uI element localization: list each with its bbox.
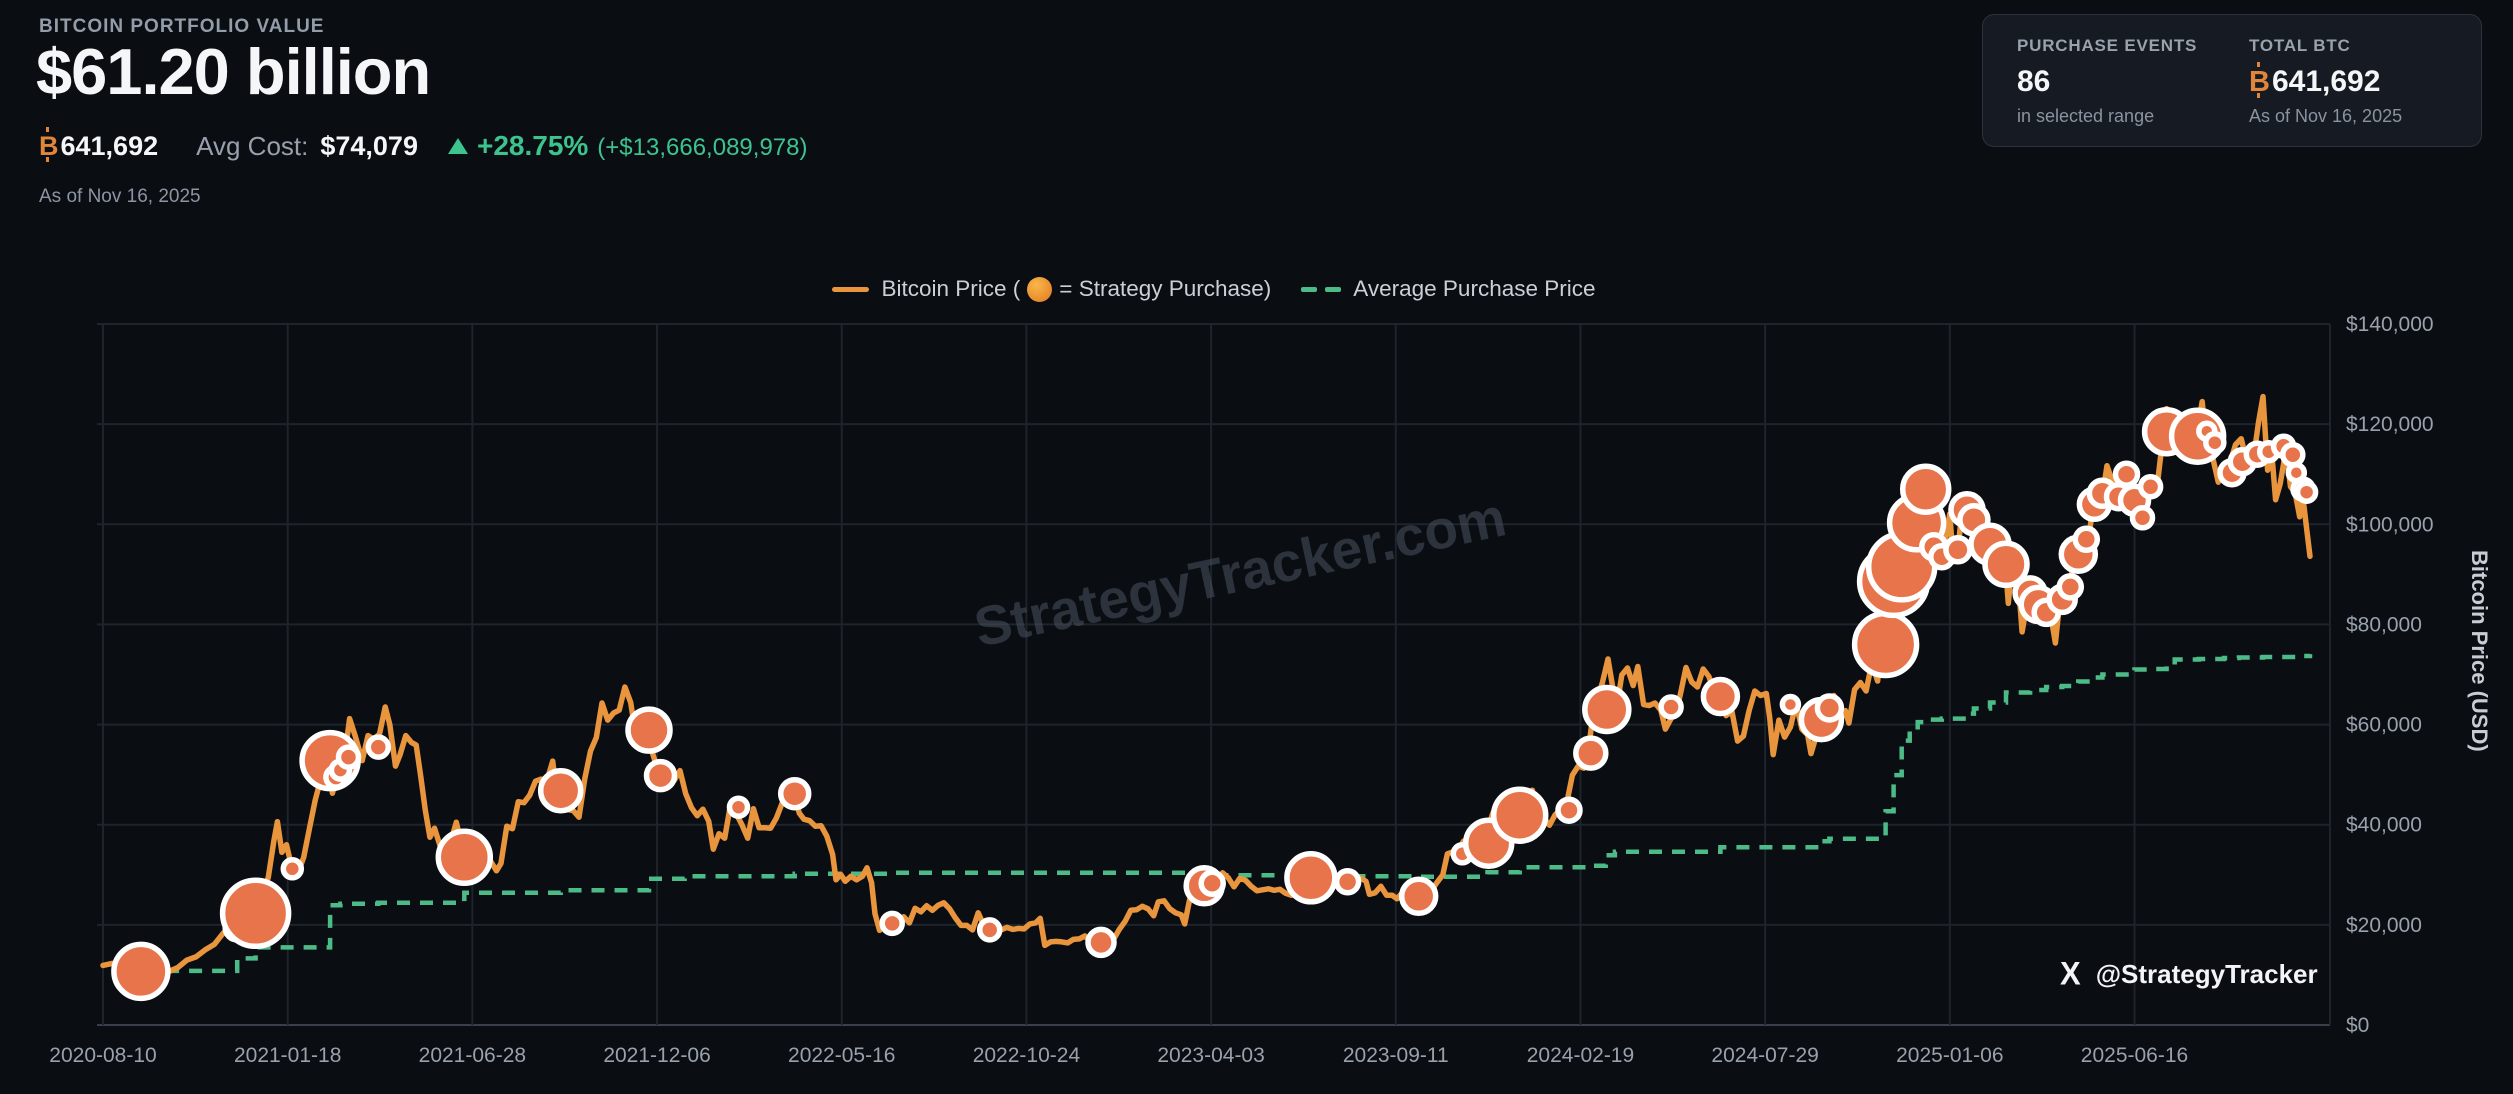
purchase-events-block: PURCHASE EVENTS 86 in selected range bbox=[2017, 36, 2249, 146]
chart-legend: Bitcoin Price ( = Strategy Purchase) Ave… bbox=[97, 276, 2330, 302]
x-tick-label: 2021-06-28 bbox=[419, 1044, 526, 1067]
strategy-purchase-marker[interactable] bbox=[2112, 460, 2141, 488]
y-tick-label: $140,000 bbox=[2346, 313, 2434, 336]
strategy-purchase-marker[interactable] bbox=[1490, 786, 1549, 844]
strategy-purchase-marker[interactable] bbox=[1398, 876, 1439, 917]
btc-icon: B bbox=[2249, 66, 2270, 98]
strategy-purchase-marker[interactable] bbox=[2280, 441, 2306, 468]
y-tick-label: $40,000 bbox=[2346, 814, 2422, 837]
btc-icon: B bbox=[39, 127, 59, 162]
triangle-up-icon bbox=[447, 138, 468, 154]
gain-absolute: (+$13,666,089,978) bbox=[597, 134, 808, 161]
strategy-purchase-marker[interactable] bbox=[111, 941, 171, 1002]
strategy-purchase-marker[interactable] bbox=[1943, 535, 1973, 565]
strategy-purchase-marker[interactable] bbox=[365, 734, 392, 760]
y-tick-label: $20,000 bbox=[2346, 914, 2422, 937]
strategy-purchase-marker[interactable] bbox=[1899, 463, 1952, 515]
x-tick-label: 2022-05-16 bbox=[788, 1044, 895, 1067]
strategy-purchase-marker[interactable] bbox=[2072, 525, 2101, 554]
strategy-purchase-marker[interactable] bbox=[1700, 676, 1741, 717]
x-tick-label: 2021-01-18 bbox=[234, 1044, 341, 1067]
strategy-purchase-marker[interactable] bbox=[1333, 868, 1362, 896]
total-btc-sub: As of Nov 16, 2025 bbox=[2249, 106, 2403, 126]
strategy-purchase-marker[interactable] bbox=[2129, 505, 2156, 531]
strategy-purchase-marker[interactable] bbox=[1582, 684, 1632, 735]
y-tick-label: $60,000 bbox=[2346, 714, 2422, 737]
strategy-purchase-marker[interactable] bbox=[2203, 430, 2227, 455]
social-handle[interactable]: X @StrategyTracker bbox=[2060, 955, 2318, 992]
social-handle-name: @StrategyTracker bbox=[2095, 958, 2318, 989]
strategy-purchase-marker[interactable] bbox=[1284, 851, 1338, 905]
x-twitter-icon: X bbox=[2060, 955, 2081, 992]
strategy-purchase-marker[interactable] bbox=[1573, 735, 1609, 771]
strategy-purchase-marker[interactable] bbox=[435, 828, 494, 887]
strategy-purchase-marker[interactable] bbox=[879, 910, 905, 937]
strategy-purchase-marker[interactable] bbox=[280, 857, 305, 881]
strategy-purchase-marker[interactable] bbox=[335, 744, 362, 770]
y-axis-title: Bitcoin Price (USD) bbox=[2467, 550, 2492, 752]
total-btc-label: TOTAL BTC bbox=[2249, 36, 2351, 55]
strategy-purchase-marker[interactable] bbox=[1085, 926, 1117, 959]
portfolio-stats-row: B 641,692 Avg Cost: $74,079 +28.75% (+$1… bbox=[39, 127, 808, 162]
y-tick-label: $120,000 bbox=[2346, 413, 2434, 436]
y-tick-label: $0 bbox=[2346, 1014, 2369, 1037]
strategy-purchase-marker[interactable] bbox=[976, 917, 1003, 943]
gain-percent: +28.75% bbox=[476, 130, 589, 161]
x-tick-label: 2023-04-03 bbox=[1157, 1044, 1264, 1067]
x-tick-label: 2024-07-29 bbox=[1711, 1044, 1818, 1067]
strategy-purchase-marker[interactable] bbox=[625, 706, 673, 754]
strategy-purchase-marker[interactable] bbox=[1658, 694, 1684, 720]
x-tick-label: 2025-01-06 bbox=[1896, 1044, 2003, 1067]
as-of-date: As of Nov 16, 2025 bbox=[39, 186, 201, 207]
btc-amount: 641,692 bbox=[60, 131, 159, 161]
purchase-circle-icon bbox=[1027, 276, 1053, 302]
portfolio-value: $61.20 billion bbox=[36, 35, 431, 108]
strategy-purchase-marker[interactable] bbox=[2056, 573, 2085, 601]
strategy-purchase-marker[interactable] bbox=[537, 767, 584, 814]
strategy-purchase-marker[interactable] bbox=[2137, 473, 2164, 500]
strategy-purchase-marker[interactable] bbox=[1555, 796, 1583, 824]
strategy-purchase-marker[interactable] bbox=[643, 758, 678, 793]
x-tick-label: 2020-08-10 bbox=[49, 1044, 156, 1067]
strategy-purchase-marker[interactable] bbox=[1982, 540, 2030, 589]
avg-purchase-price-line bbox=[143, 653, 2313, 974]
price-line-swatch-icon bbox=[831, 286, 869, 292]
strategy-purchase-marker[interactable] bbox=[726, 795, 751, 819]
page-title: BITCOIN PORTFOLIO VALUE bbox=[39, 16, 325, 37]
x-tick-label: 2022-10-24 bbox=[973, 1044, 1081, 1067]
avg-line-swatch-icon bbox=[1301, 286, 1342, 292]
avg-cost-value: $74,079 bbox=[320, 131, 418, 161]
summary-card: PURCHASE EVENTS 86 in selected range TOT… bbox=[1982, 14, 2482, 147]
strategy-purchase-marker[interactable] bbox=[219, 877, 292, 950]
total-btc-block: TOTAL BTC B641,692 As of Nov 16, 2025 bbox=[2249, 36, 2402, 146]
legend-price-label: Bitcoin Price ( bbox=[881, 276, 1021, 301]
strategy-purchase-marker[interactable] bbox=[1779, 693, 1802, 716]
x-tick-label: 2024-02-19 bbox=[1527, 1044, 1634, 1067]
x-tick-label: 2021-12-06 bbox=[603, 1044, 710, 1067]
purchase-events-sub: in selected range bbox=[2017, 106, 2155, 126]
legend-avg-label: Average Purchase Price bbox=[1353, 276, 1596, 301]
strategy-purchase-marker[interactable] bbox=[1198, 869, 1226, 898]
x-tick-label: 2025-06-16 bbox=[2081, 1044, 2188, 1067]
legend-price-label-suffix: = Strategy Purchase) bbox=[1059, 276, 1272, 301]
purchase-events-label: PURCHASE EVENTS bbox=[2017, 36, 2198, 55]
strategy-purchase-marker[interactable] bbox=[777, 776, 812, 811]
strategy-purchase-marker[interactable] bbox=[1814, 693, 1845, 723]
gain-indicator: +28.75% (+$13,666,089,978) bbox=[447, 130, 808, 162]
purchase-events-value: 86 bbox=[2017, 65, 2051, 98]
avg-cost-label: Avg Cost: bbox=[196, 131, 309, 161]
strategy-purchase-marker[interactable] bbox=[2294, 480, 2319, 504]
strategy-purchase-marker[interactable] bbox=[1851, 610, 1920, 679]
y-tick-label: $100,000 bbox=[2346, 513, 2434, 536]
x-tick-label: 2023-09-11 bbox=[1343, 1044, 1449, 1067]
y-tick-label: $80,000 bbox=[2346, 613, 2422, 636]
total-btc-value: B641,692 bbox=[2249, 65, 2381, 98]
